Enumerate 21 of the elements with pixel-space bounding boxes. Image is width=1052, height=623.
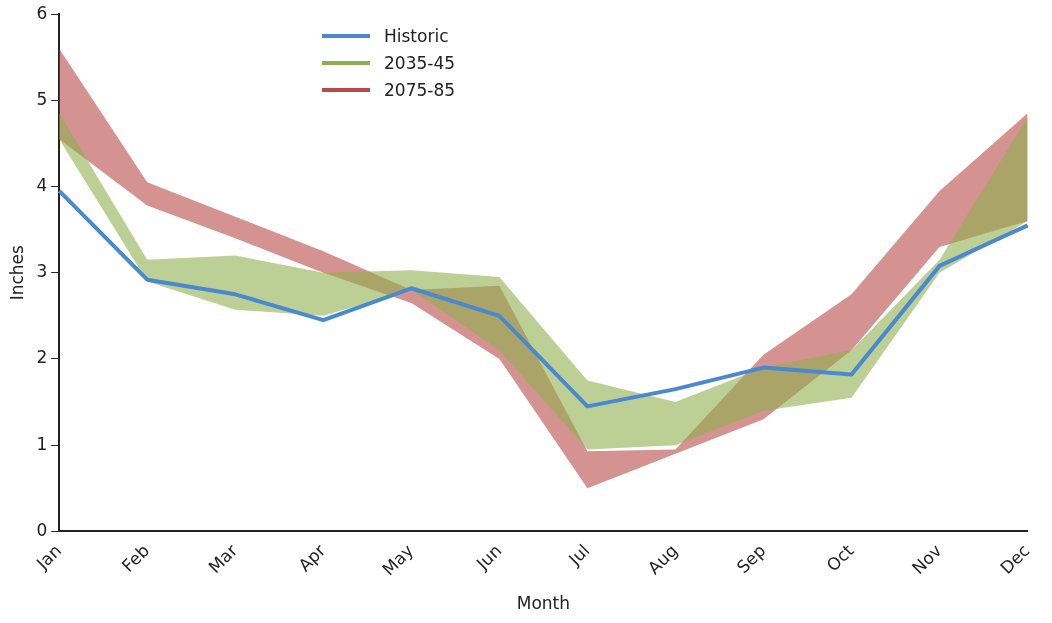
x-tick-label: Jan [31, 540, 66, 574]
x-tick-label: Mar [204, 540, 242, 578]
y-tick-label: 0 [36, 519, 48, 540]
y-tick-label: 4 [36, 175, 48, 195]
y-axis-title: Inches [6, 245, 27, 301]
x-tick-label: Oct [822, 540, 858, 576]
legend-label: 2075-85 [384, 79, 456, 100]
y-tick-label: 5 [36, 88, 48, 109]
legend-label: 2035-45 [384, 52, 456, 73]
y-tick-label: 6 [36, 2, 48, 23]
x-axis-title: Month [516, 593, 571, 614]
x-tick-label: Apr [294, 540, 330, 576]
y-tick-label: 2 [36, 347, 48, 368]
x-tick-label: Dec [996, 540, 1034, 578]
x-tick-label: Sep [732, 540, 770, 578]
y-tick-label: 1 [36, 433, 48, 454]
x-tick-label: Feb [117, 540, 154, 576]
y-tick-label: 3 [36, 261, 48, 282]
legend-label: Historic [384, 25, 449, 46]
x-tick-label: Jul [564, 540, 594, 570]
x-tick-label: Jun [471, 540, 506, 574]
